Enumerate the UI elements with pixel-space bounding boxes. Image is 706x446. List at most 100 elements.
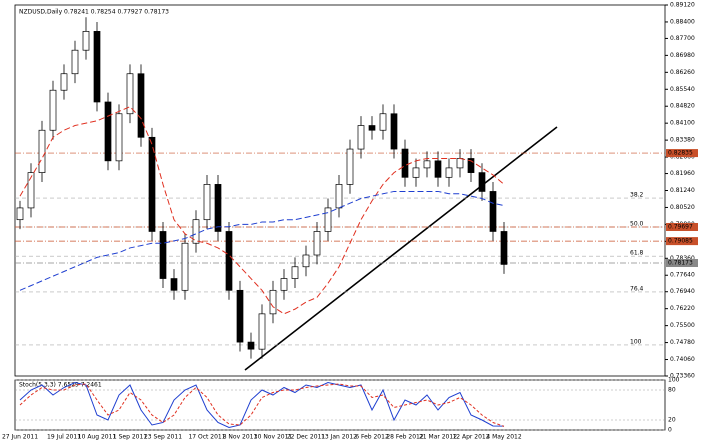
x-tick-label: 12 Apr 2012 xyxy=(452,434,489,441)
y-tick-label: 0.86980 xyxy=(670,52,695,59)
fib-label: 38.2 xyxy=(630,192,644,199)
chart-title: NZDUSD,Daily 0.78241 0.78254 0.77927 0.7… xyxy=(19,9,169,16)
candle-body xyxy=(27,172,35,209)
fib-label: 50.0 xyxy=(630,220,644,227)
candle-body xyxy=(192,219,200,244)
x-tick-label: 4 May 2012 xyxy=(486,434,521,441)
y-tick-label: 0.75500 xyxy=(670,322,695,329)
candle-body xyxy=(291,266,299,279)
x-tick-label: 17 Oct 2011 xyxy=(188,434,225,441)
stoch-line xyxy=(19,381,505,429)
candle-body xyxy=(357,125,365,150)
candle-body xyxy=(434,160,442,178)
candle-body xyxy=(225,231,233,291)
y-tick-label: 20 xyxy=(668,417,676,424)
fib-label: 100 xyxy=(630,338,642,345)
x-tick-label: 28 Feb 2012 xyxy=(386,434,424,441)
candle-body xyxy=(390,113,398,150)
x-tick-label: 8 Nov 2011 xyxy=(223,434,258,441)
y-tick-label: 0.85540 xyxy=(670,86,695,93)
x-tick-label: 6 Feb 2012 xyxy=(355,434,389,441)
y-tick-label: 0.77640 xyxy=(670,272,695,279)
x-tick-label: 10 Aug 2011 xyxy=(78,434,117,441)
candle-body xyxy=(82,31,90,51)
y-tick-label: 0.82660 xyxy=(670,154,695,161)
candle-body xyxy=(467,158,475,173)
y-tick-label: 0.84820 xyxy=(670,103,695,110)
candle-body xyxy=(335,184,343,209)
x-tick-label: 30 Nov 2011 xyxy=(254,434,293,441)
oscillator-panel xyxy=(14,379,666,431)
candle-body xyxy=(115,113,123,162)
y-tick-label: 0.74060 xyxy=(670,356,695,363)
candle-body xyxy=(203,184,211,221)
candle-body xyxy=(16,207,24,221)
candle-body xyxy=(104,101,112,162)
y-tick-label: 80 xyxy=(668,387,676,394)
candle-body xyxy=(412,167,420,178)
candle-body xyxy=(236,289,244,343)
y-tick-label: 0 xyxy=(668,427,672,434)
y-tick-label: 0.81240 xyxy=(670,187,695,194)
candle-body xyxy=(126,73,134,115)
candle-body xyxy=(170,278,178,291)
candle-body xyxy=(269,289,277,315)
candle-body xyxy=(313,231,321,256)
y-tick-label: 0.81960 xyxy=(670,170,695,177)
candle-body xyxy=(181,242,189,291)
candle-body xyxy=(148,136,156,232)
candle-body xyxy=(93,31,101,103)
candle-body xyxy=(60,73,68,91)
price-level-box xyxy=(666,149,698,158)
candle-body xyxy=(258,313,266,350)
y-tick-label: 0.74780 xyxy=(670,339,695,346)
trend-line xyxy=(244,126,558,371)
y-tick-label: 100 xyxy=(668,377,680,384)
x-tick-label: 27 Jun 2011 xyxy=(2,434,38,441)
x-tick-label: 13 Jan 2012 xyxy=(321,434,357,441)
candle-body xyxy=(214,184,222,232)
candle-body xyxy=(478,172,486,192)
candle-body xyxy=(280,278,288,291)
candle-body xyxy=(49,89,57,131)
price-level-label: 0.82835 xyxy=(668,150,693,157)
price-level-label: 0.79085 xyxy=(668,238,693,245)
candle-body xyxy=(324,207,332,232)
candle-body xyxy=(368,125,376,131)
y-tick-label: 0.86260 xyxy=(670,69,695,76)
y-tick-label: 0.84100 xyxy=(670,120,695,127)
y-tick-label: 0.78360 xyxy=(670,255,695,262)
fib-label: 61.8 xyxy=(630,250,644,257)
moving-average xyxy=(19,190,505,291)
price-level-box xyxy=(666,237,698,246)
price-level-box xyxy=(666,222,698,231)
y-tick-label: 0.88400 xyxy=(670,18,695,25)
price-level-box xyxy=(666,259,698,268)
y-tick-label: 0.73360 xyxy=(670,373,695,380)
candle-body xyxy=(489,191,497,232)
x-tick-label: 19 Jul 2011 xyxy=(47,434,81,441)
candle-body xyxy=(38,129,46,173)
y-tick-label: 0.76220 xyxy=(670,305,695,312)
candle-body xyxy=(137,73,145,138)
oscillator-title: Stoch(5,3,3) 7.6529 7.2461 xyxy=(19,382,102,389)
y-tick-label: 0.76940 xyxy=(670,288,695,295)
y-tick-label: 0.89120 xyxy=(670,2,695,9)
fib-label: 76.4 xyxy=(630,285,644,292)
moving-average xyxy=(19,106,505,315)
candle-body xyxy=(159,231,167,279)
candle-body xyxy=(379,113,387,131)
candle-body xyxy=(302,254,310,268)
candle-body xyxy=(247,341,255,350)
candle-body xyxy=(500,231,508,265)
candle-body xyxy=(401,148,409,178)
y-tick-label: 0.87700 xyxy=(670,35,695,42)
price-level-label: 0.78173 xyxy=(668,260,693,267)
candle-body xyxy=(423,160,431,169)
candle-body xyxy=(346,148,354,185)
x-tick-label: 1 Sep 2011 xyxy=(113,434,147,441)
candle-body xyxy=(445,167,453,178)
x-tick-label: 23 Sep 2011 xyxy=(144,434,182,441)
x-tick-label: 21 Mar 2012 xyxy=(419,434,457,441)
